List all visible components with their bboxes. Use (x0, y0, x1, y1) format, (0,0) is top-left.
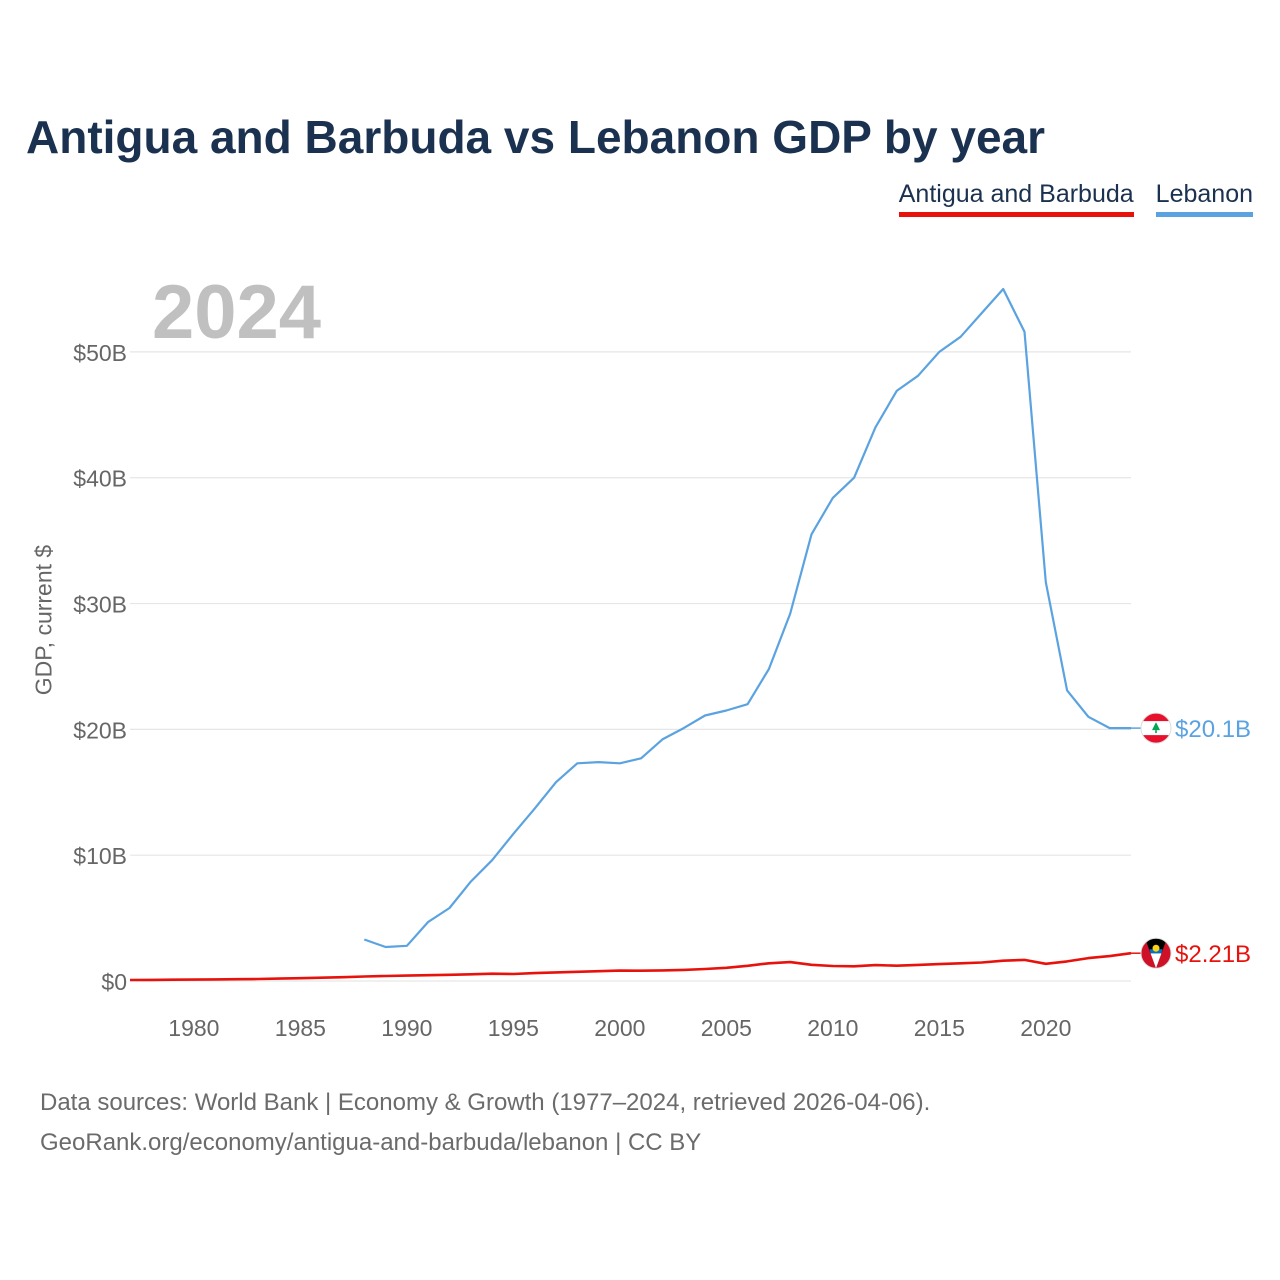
data-sources-text: Data sources: World Bank | Economy & Gro… (40, 1089, 931, 1116)
y-tick-label: $10B (73, 843, 127, 869)
footer: Data sources: World Bank | Economy & Gro… (40, 1083, 930, 1163)
end-value-label: $20.1B (1175, 716, 1251, 743)
x-tick-label: 1980 (168, 1015, 219, 1041)
x-tick-label: 2000 (594, 1015, 645, 1041)
y-tick-label: $20B (73, 717, 127, 743)
series-line-antigua-and-barbuda (129, 951, 1132, 982)
end-labels: $2.21B $20.1B (1131, 712, 1251, 969)
y-tick-label: $50B (73, 340, 127, 366)
y-tick-label: $0 (101, 969, 127, 995)
end-value-label: $2.21B (1175, 941, 1251, 968)
antigua-and-barbuda-flag-icon (1140, 937, 1172, 969)
x-tick-label: 2015 (914, 1015, 965, 1041)
legend-item-antigua-and-barbuda[interactable]: Antigua and Barbuda (898, 180, 1134, 217)
legend-item-lebanon[interactable]: Lebanon (1155, 180, 1253, 217)
legend: Antigua and Barbuda Lebanon (898, 180, 1253, 217)
attribution-text: GeoRank.org/economy/antigua-and-barbuda/… (40, 1129, 702, 1156)
y-axis-ticks: $0 $10B $20B $30B $40B $50B (73, 340, 127, 995)
y-tick-label: $30B (73, 592, 127, 618)
x-axis-ticks: 1980 1985 1990 1995 2000 2005 2010 2015 2020 (168, 1015, 1071, 1041)
x-tick-label: 1990 (381, 1015, 432, 1041)
series-line-lebanon (363, 287, 1131, 949)
chart-title: Antigua and Barbuda vs Lebanon GDP by ye… (26, 111, 1046, 163)
x-tick-label: 2020 (1020, 1015, 1071, 1041)
x-tick-label: 1995 (488, 1015, 539, 1041)
x-tick-label: 1985 (275, 1015, 326, 1041)
series-lines (129, 287, 1132, 982)
y-tick-label: $40B (73, 466, 127, 492)
x-tick-label: 2005 (701, 1015, 752, 1041)
grid-lines (130, 351, 1131, 982)
year-label: 2024 (152, 270, 321, 355)
lebanon-flag-icon (1140, 712, 1172, 744)
x-tick-label: 2010 (807, 1015, 858, 1041)
